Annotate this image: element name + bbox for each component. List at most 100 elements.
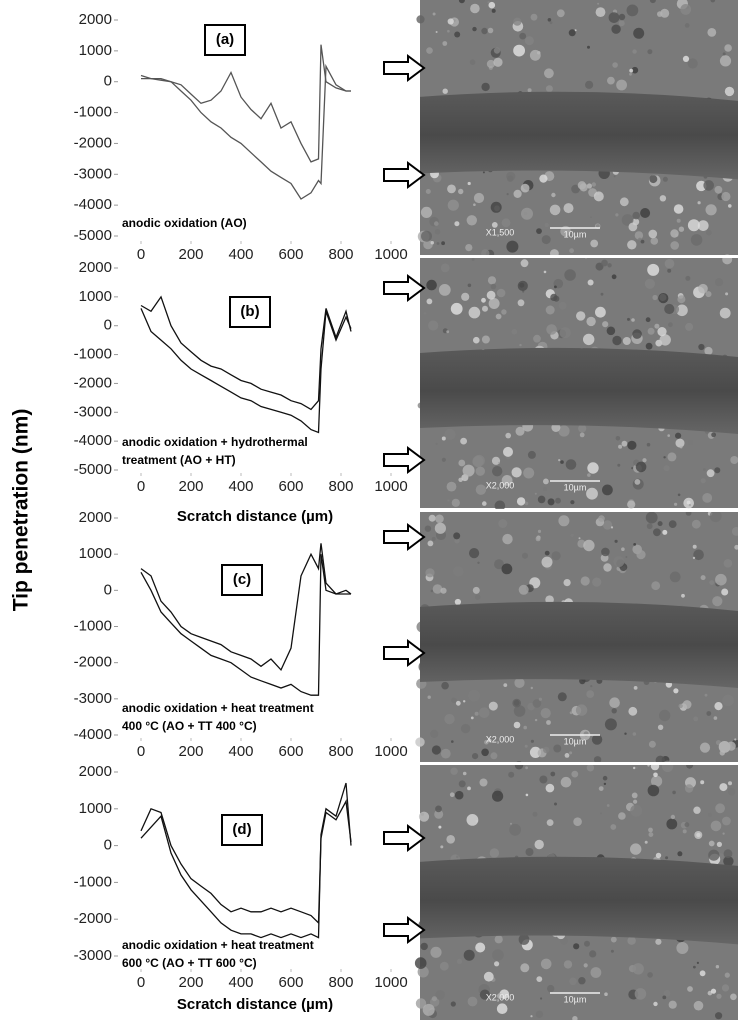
sem-grain (468, 689, 480, 702)
sem-grain (675, 438, 685, 448)
sem-grain (714, 185, 723, 194)
sem-grain (725, 292, 729, 296)
panel-label-box (204, 24, 246, 56)
sem-grain (612, 62, 618, 68)
sem-grain (613, 556, 625, 568)
sem-grain (558, 515, 570, 527)
sem-grain (460, 723, 471, 734)
sem-scale: 10µm (564, 229, 587, 239)
sem-grain (692, 556, 696, 560)
sem-grain (447, 29, 450, 33)
sem-grain (551, 192, 556, 198)
sem-grain (535, 1010, 544, 1018)
sem-grain (519, 32, 527, 40)
y-tick-label: -2000 (74, 654, 112, 671)
sem-grain (633, 543, 637, 546)
sem-grain (673, 688, 679, 694)
sem-grain (573, 817, 582, 826)
sem-grain (494, 961, 500, 967)
sem-scale: 10µm (564, 736, 587, 746)
sem-grain (462, 771, 467, 776)
sem-grain (573, 943, 580, 950)
sem-grain (454, 31, 461, 38)
sem-grain (664, 303, 675, 315)
sem-grain (434, 522, 446, 534)
sem-grain (446, 835, 456, 844)
sem-grain (454, 598, 461, 606)
sem-grain (624, 732, 627, 735)
sem-grain (481, 82, 490, 92)
sem-grain (473, 203, 476, 206)
data-line (140, 44, 351, 163)
sem-grain (590, 239, 599, 248)
sem-grain (687, 219, 700, 232)
sem-grain (710, 820, 722, 832)
sem-grain (603, 782, 607, 786)
scratch-track (420, 601, 738, 688)
sem-grain (579, 432, 585, 438)
sem-grain (724, 972, 730, 978)
sem-grain (418, 811, 430, 822)
x-tick-label: 1000 (374, 743, 407, 760)
sem-grain (631, 467, 634, 470)
sem-grain (716, 841, 723, 848)
sem-grain (458, 188, 464, 195)
sem-grain (479, 989, 490, 1000)
sem-grain (450, 767, 458, 775)
sem-grain (632, 329, 642, 339)
y-tick-label: -4000 (74, 726, 112, 743)
sem-grain (444, 713, 455, 725)
sem-grain (495, 313, 502, 320)
sem-grain (520, 963, 530, 973)
sem-grain (706, 469, 715, 478)
sem-grain (606, 804, 610, 807)
sem-grain (543, 270, 547, 274)
sem-grain (434, 809, 444, 819)
sem-grain (510, 822, 512, 825)
sem-grain (546, 819, 554, 826)
sem-grain (648, 827, 653, 833)
sem-grain (640, 208, 651, 218)
sem-grain (615, 213, 619, 217)
y-tick-label: -1000 (74, 346, 112, 363)
sem-grain (475, 466, 485, 476)
sem-grain (666, 818, 678, 830)
x-tick-label: 0 (137, 743, 145, 760)
sem-grain (527, 88, 532, 93)
sem-grain (467, 283, 472, 288)
sem-grain (513, 721, 521, 729)
sem-grain (590, 967, 602, 978)
arrow (383, 523, 426, 551)
sem-grain (475, 942, 486, 953)
sem-grain (646, 442, 651, 447)
sem-grain (645, 317, 651, 323)
sem-grain (632, 963, 644, 975)
sem-grain (693, 806, 701, 814)
sem-grain (586, 183, 593, 189)
sem-grain (693, 1000, 704, 1011)
sem-grain (710, 988, 717, 994)
sem-grain (521, 207, 533, 220)
sem-grain (688, 503, 692, 507)
sem-grain (667, 434, 670, 437)
sem-grain (423, 239, 433, 250)
sem-grain (426, 298, 433, 305)
sem-grain (544, 68, 554, 79)
sem-grain (668, 322, 673, 328)
arrow (383, 824, 426, 852)
y-tick-label: 1000 (79, 800, 112, 817)
sem-grain (416, 15, 425, 24)
sem-grain (557, 692, 567, 702)
sem-grain (481, 27, 488, 35)
sem-grain (506, 193, 509, 196)
sem-grain (430, 729, 439, 739)
arrow (383, 161, 426, 189)
sem-grain (534, 718, 538, 722)
sem-grain (541, 556, 553, 568)
sem-grain (601, 259, 608, 267)
sem-grain (586, 764, 595, 772)
sem-grain (468, 306, 481, 319)
sem-grain (517, 299, 525, 307)
data-line (140, 295, 352, 411)
sem-grain (660, 8, 670, 18)
